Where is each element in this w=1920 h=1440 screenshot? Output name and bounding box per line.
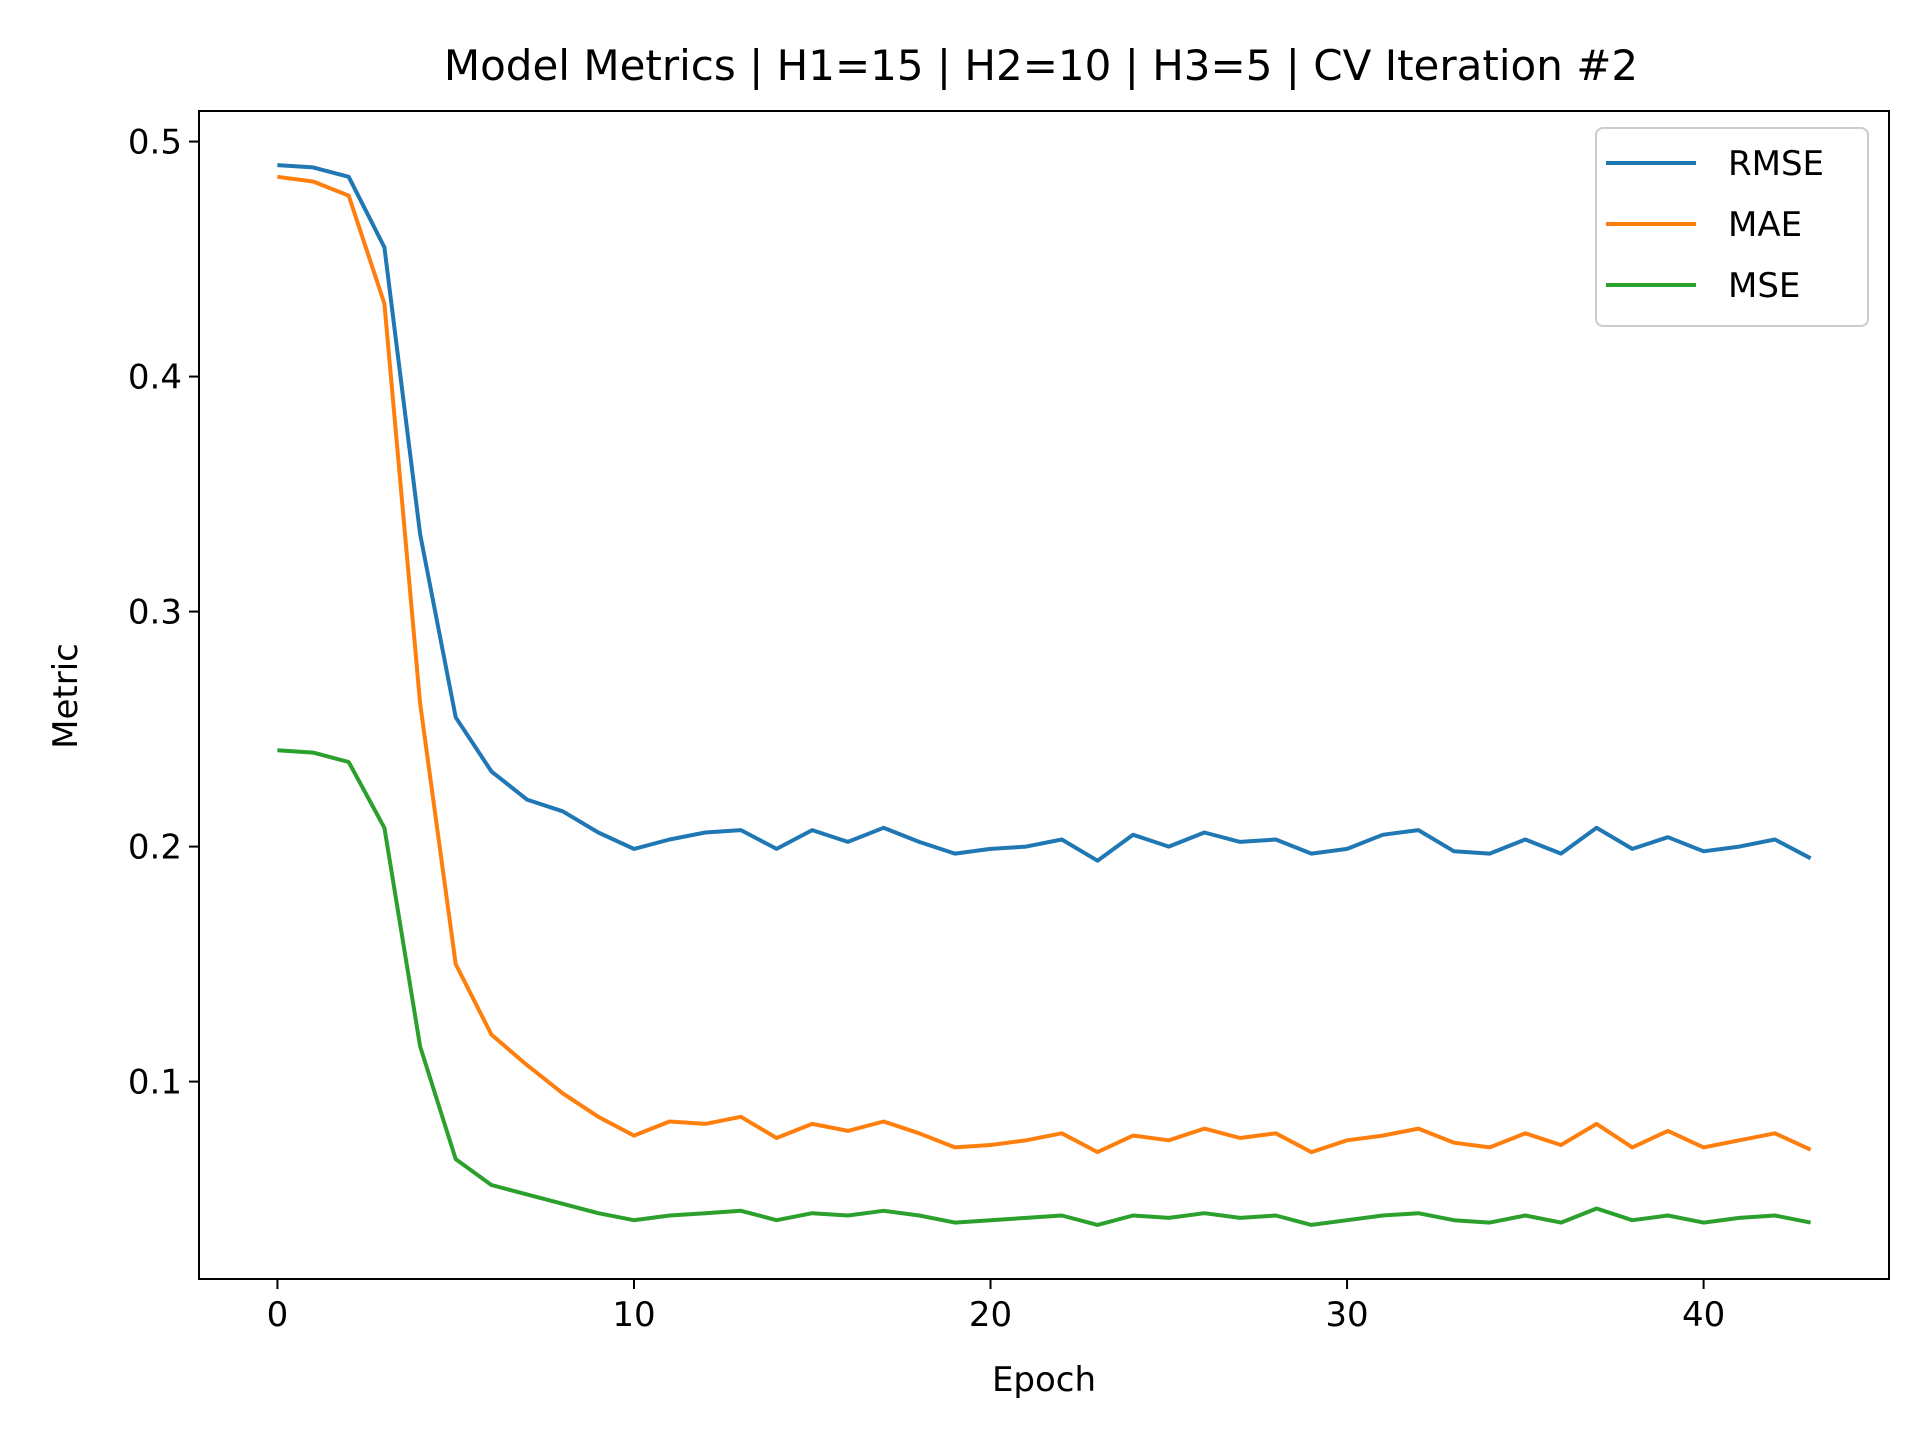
y-tick-label: 0.3 [128, 593, 182, 633]
x-tick-label: 40 [1682, 1295, 1725, 1335]
y-axis: 0.1 0.2 0.3 0.4 0.5 [128, 123, 199, 1103]
legend-label-mse: MSE [1728, 266, 1800, 306]
x-tick-label: 30 [1325, 1295, 1368, 1335]
series-line-mae [277, 174, 1812, 1155]
x-tick-label: 0 [267, 1295, 289, 1335]
x-axis-label: Epoch [992, 1360, 1096, 1400]
series-line-rmse [277, 163, 1812, 863]
legend-label-rmse: RMSE [1728, 144, 1824, 184]
y-tick-label: 0.5 [128, 123, 182, 163]
legend-frame [1595, 127, 1869, 327]
y-tick-label: 0.2 [128, 828, 182, 868]
x-axis: 0 10 20 30 40 [267, 1279, 1725, 1335]
x-tick-label: 20 [969, 1295, 1012, 1335]
legend: RMSE MAE MSE [1595, 127, 1869, 327]
y-tick-label: 0.1 [128, 1063, 182, 1103]
legend-label-mae: MAE [1728, 205, 1802, 245]
x-tick-label: 10 [612, 1295, 655, 1335]
chart-title: Model Metrics | H1=15 | H2=10 | H3=5 | C… [444, 41, 1638, 90]
plot-area-frame [198, 110, 1890, 1280]
y-axis-label: Metric [46, 643, 86, 749]
series-lines [277, 163, 1812, 1227]
y-tick-label: 0.4 [128, 358, 182, 398]
series-line-mse [277, 748, 1811, 1227]
